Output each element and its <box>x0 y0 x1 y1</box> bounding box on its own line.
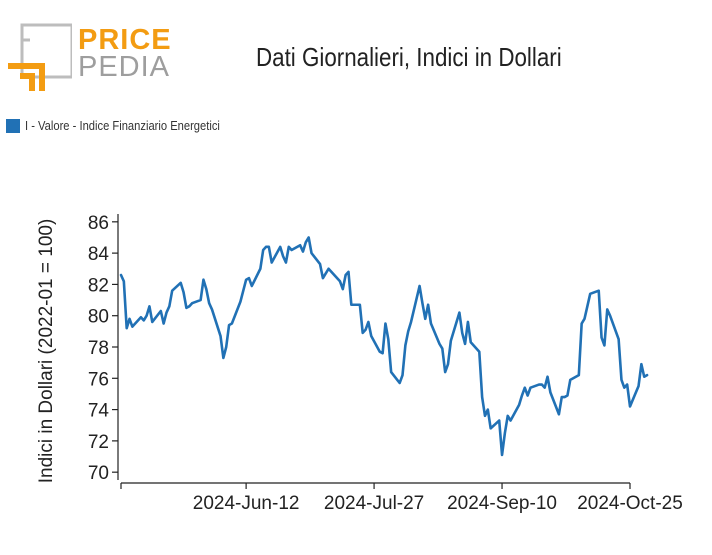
y-tick-label: 82 <box>88 275 109 296</box>
logo-text-pedia: PEDIA <box>78 51 171 83</box>
y-tick-label: 74 <box>88 401 110 422</box>
y-tick-label: 78 <box>88 338 109 359</box>
x-tick-label: 2024-Sep-10 <box>447 493 557 514</box>
x-tick-label: 2024-Jun-12 <box>193 493 300 514</box>
chart-legend: I - Valore - Indice Finanziario Energeti… <box>6 118 252 133</box>
y-tick-label: 84 <box>88 244 110 265</box>
y-tick-label: 70 <box>88 463 109 484</box>
logo-text-price: PRICE <box>78 24 172 56</box>
pricepedia-logo: PRICE PEDIA <box>8 22 171 92</box>
x-axis: 2024-Jun-12 2024-Jul-27 2024-Sep-10 2024-Oc… <box>120 482 683 514</box>
y-tick-label: 72 <box>88 432 109 453</box>
y-tick-label: 76 <box>88 369 109 390</box>
y-axis: 70 72 74 76 78 80 82 84 86 <box>88 213 119 484</box>
plot-area <box>119 236 649 457</box>
x-tick-label: 2024-Oct-25 <box>577 493 683 514</box>
legend-label: I - Valore - Indice Finanziario Energeti… <box>25 118 220 133</box>
x-tick-label: 2024-Jul-27 <box>324 493 424 514</box>
y-tick-label: 86 <box>88 213 109 234</box>
y-axis-title: Indici in Dollari (2022-01 = 100) <box>36 219 57 484</box>
series-line <box>119 236 649 457</box>
legend-swatch <box>6 118 20 133</box>
chart-title: Dati Giornalieri, Indici in Dollari <box>256 42 562 72</box>
y-tick-label: 80 <box>88 307 109 328</box>
